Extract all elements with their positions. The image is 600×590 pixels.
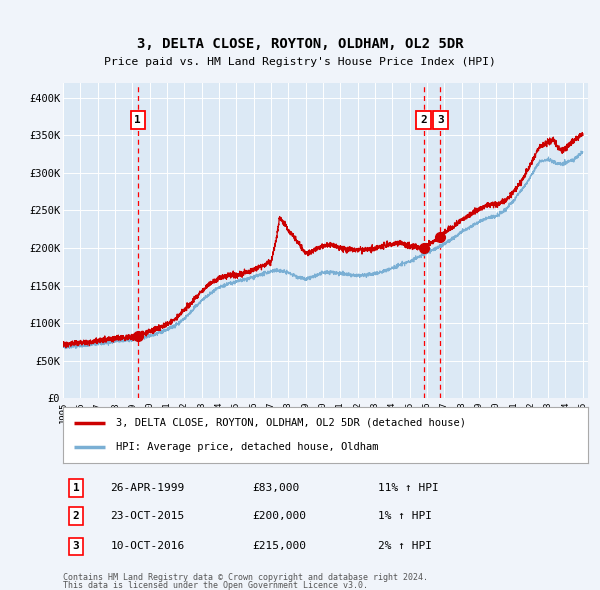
Text: 1: 1 <box>73 483 79 493</box>
Text: 10-OCT-2016: 10-OCT-2016 <box>110 542 185 552</box>
Text: 2: 2 <box>420 115 427 125</box>
Text: Contains HM Land Registry data © Crown copyright and database right 2024.: Contains HM Land Registry data © Crown c… <box>63 572 428 582</box>
Text: HPI: Average price, detached house, Oldham: HPI: Average price, detached house, Oldh… <box>115 442 378 453</box>
Text: 1% ↑ HPI: 1% ↑ HPI <box>378 512 432 521</box>
Text: 2: 2 <box>73 512 79 521</box>
Text: £215,000: £215,000 <box>252 542 306 552</box>
Text: 3: 3 <box>437 115 444 125</box>
Text: £200,000: £200,000 <box>252 512 306 521</box>
Text: Price paid vs. HM Land Registry's House Price Index (HPI): Price paid vs. HM Land Registry's House … <box>104 57 496 67</box>
Text: 3, DELTA CLOSE, ROYTON, OLDHAM, OL2 5DR: 3, DELTA CLOSE, ROYTON, OLDHAM, OL2 5DR <box>137 37 463 51</box>
Text: 3: 3 <box>73 542 79 552</box>
Text: 1: 1 <box>134 115 141 125</box>
Text: This data is licensed under the Open Government Licence v3.0.: This data is licensed under the Open Gov… <box>63 581 368 590</box>
Text: 23-OCT-2015: 23-OCT-2015 <box>110 512 185 521</box>
Text: 3, DELTA CLOSE, ROYTON, OLDHAM, OL2 5DR (detached house): 3, DELTA CLOSE, ROYTON, OLDHAM, OL2 5DR … <box>115 418 466 428</box>
Text: 11% ↑ HPI: 11% ↑ HPI <box>378 483 439 493</box>
Text: 26-APR-1999: 26-APR-1999 <box>110 483 185 493</box>
Text: 2% ↑ HPI: 2% ↑ HPI <box>378 542 432 552</box>
Text: £83,000: £83,000 <box>252 483 299 493</box>
